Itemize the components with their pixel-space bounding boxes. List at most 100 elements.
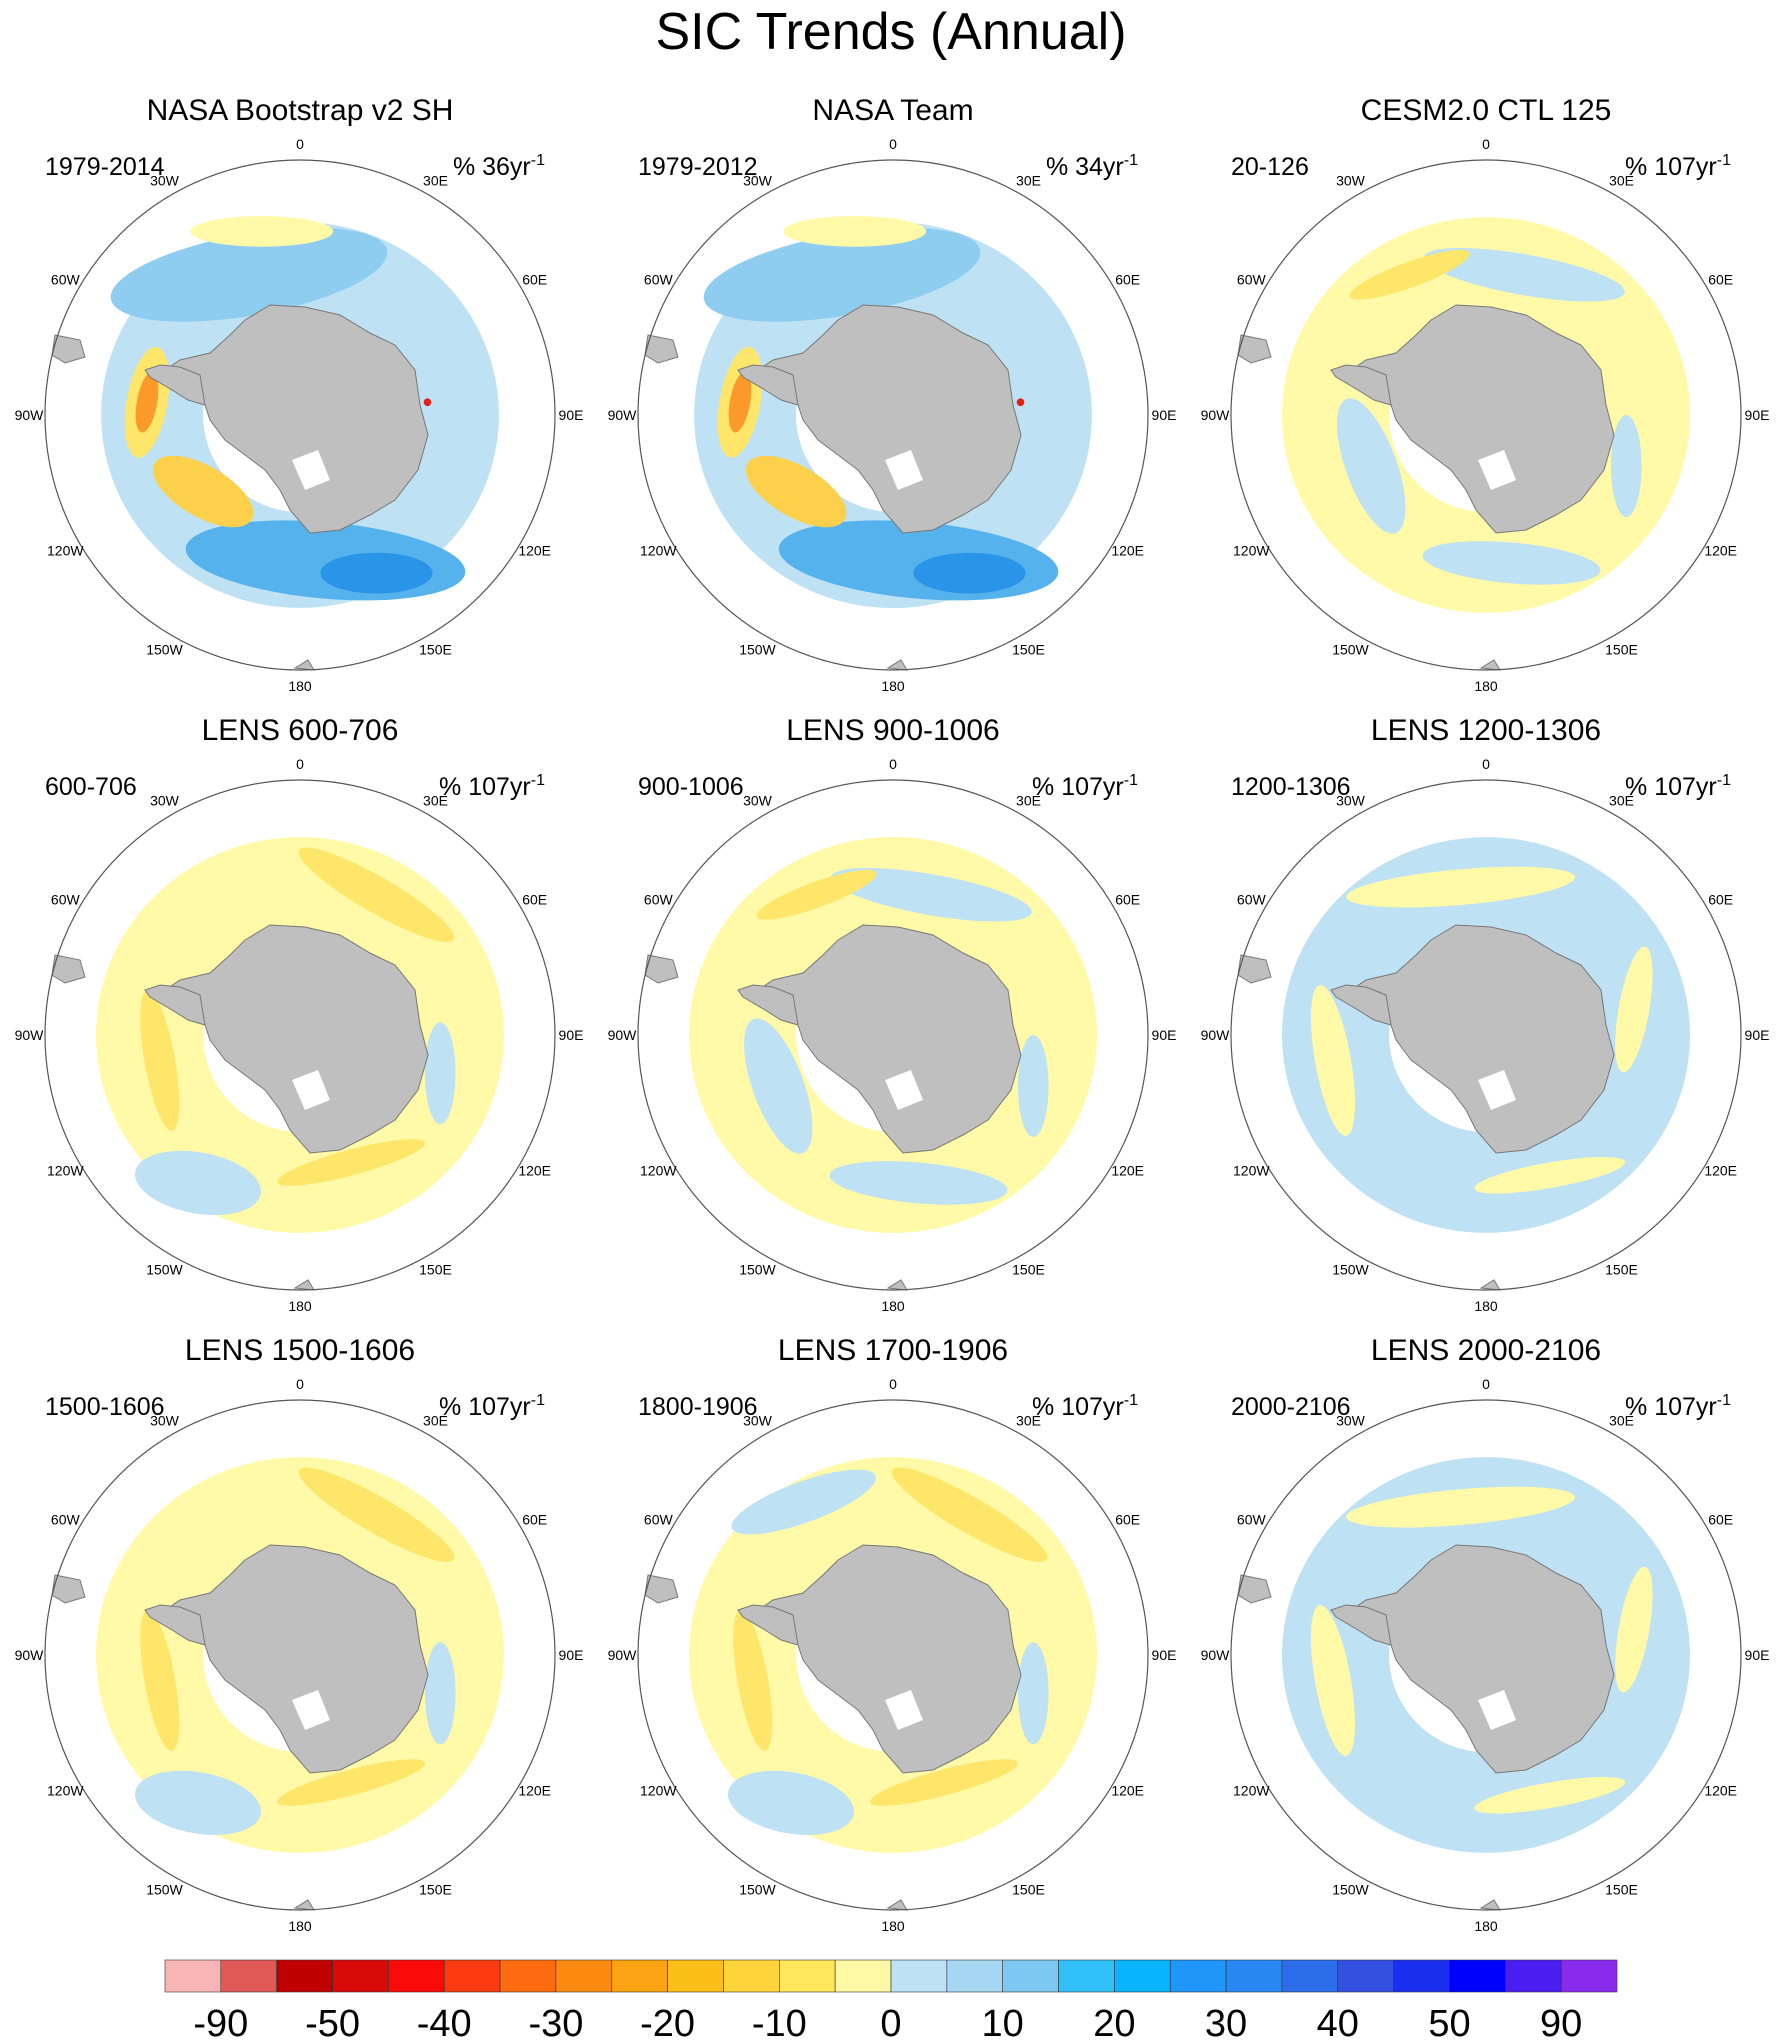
- trend-band-4: [1615, 946, 1653, 1073]
- longitude-label: 150E: [419, 642, 452, 658]
- panel-units-exponent: -1: [1124, 1392, 1138, 1409]
- longitude-label: 180: [1474, 1918, 1498, 1934]
- colorbar-swatch: [388, 1959, 445, 1993]
- trend-blob-blue-3: [1422, 541, 1601, 585]
- longitude-label: 180: [288, 678, 312, 694]
- trend-band-1: [756, 869, 877, 920]
- colorbar-swatch: [946, 1959, 1003, 1993]
- map-panel: LENS 900-1006 900-1006 % 107yr-1 0 30E 60E 90E…: [608, 714, 1177, 1314]
- trend-blob-north: [190, 216, 334, 247]
- map-panel: LENS 1700-1906 1800-1906 % 107yr-1 0 30E 60E 9…: [608, 1334, 1177, 1934]
- sea-ice-field: [1282, 837, 1690, 1233]
- longitude-label: 60W: [51, 892, 81, 908]
- longitude-label: 150W: [739, 1882, 776, 1898]
- antarctic-peninsula: [737, 984, 799, 1026]
- new-zealand-tip: [293, 1899, 315, 1911]
- longitude-label: 150E: [419, 1882, 452, 1898]
- colorbar-swatch: [1449, 1959, 1506, 1993]
- colorbar-swatch: [1114, 1959, 1171, 1993]
- longitude-label: 30W: [743, 172, 773, 188]
- trend-blob-blue-3: [731, 1469, 876, 1535]
- longitude-label: 120W: [47, 1163, 84, 1179]
- longitude-label: 60W: [644, 892, 674, 908]
- trend-band-2: [1310, 1605, 1356, 1756]
- longitude-label: 30E: [1016, 172, 1041, 188]
- sea-ice-field: [96, 1457, 504, 1853]
- trend-blob-blue-2: [744, 1018, 813, 1154]
- colorbar-label: -50: [305, 2003, 360, 2043]
- longitude-label: 60E: [1115, 892, 1140, 908]
- longitude-label: 60W: [1237, 272, 1267, 288]
- panel-period: 1500-1606: [45, 1393, 165, 1421]
- trend-blob-blue-4: [1610, 415, 1642, 517]
- panel-period: 20-126: [1231, 153, 1309, 181]
- trend-blob-blue-2: [424, 1642, 456, 1745]
- map-panel: CESM2.0 CTL 125 20-126 % 107yr-1 0 30E 60E 90E…: [1201, 94, 1770, 694]
- longitude-label: 90W: [15, 1647, 45, 1663]
- colorbar-swatch: [723, 1959, 780, 1993]
- ross-ice-shelf: [292, 1070, 330, 1110]
- trend-blob-peninsula: [135, 372, 159, 433]
- panel-units-base: % 107yr: [1625, 153, 1717, 181]
- trend-band-3: [277, 1759, 425, 1806]
- colorbar-swatch: [1002, 1959, 1059, 1993]
- trend-band-1: [298, 1467, 455, 1562]
- panel-units: % 107yr-1: [439, 772, 545, 801]
- trend-band-2: [140, 990, 180, 1131]
- new-zealand-tip: [293, 1279, 315, 1291]
- longitude-label: 120W: [640, 1163, 677, 1179]
- trend-band-3: [1474, 1776, 1626, 1814]
- longitude-label: 90E: [1745, 1027, 1770, 1043]
- longitude-label: 0: [889, 136, 897, 152]
- new-zealand-tip: [1479, 659, 1501, 671]
- new-zealand-tip: [886, 1279, 908, 1291]
- longitude-label: 120W: [47, 543, 84, 559]
- antarctic-peninsula: [144, 984, 206, 1026]
- panel-units: % 107yr-1: [1625, 152, 1731, 181]
- antarctic-peninsula: [737, 1604, 799, 1646]
- map-frame: [44, 159, 556, 671]
- panel-units-exponent: -1: [1124, 152, 1138, 169]
- longitude-label: 30E: [1609, 172, 1634, 188]
- colorbar-label: -40: [417, 2003, 472, 2043]
- panel-units-exponent: -1: [1717, 1392, 1731, 1409]
- longitude-label: 30W: [1336, 1412, 1366, 1428]
- longitude-label: 180: [881, 678, 905, 694]
- longitude-label: 150W: [146, 642, 183, 658]
- panel-units: % 34yr-1: [1046, 152, 1138, 181]
- panel-period: 1979-2014: [45, 153, 165, 181]
- panel-units-base: % 107yr: [439, 773, 531, 801]
- trend-blob-peninsula: [728, 372, 752, 433]
- longitude-label: 120W: [640, 1783, 677, 1799]
- trend-blob-ross-core: [913, 552, 1026, 594]
- ross-ice-shelf: [1478, 450, 1516, 490]
- colorbar-label: 10: [982, 2003, 1024, 2043]
- colorbar-label: 90: [1540, 2003, 1582, 2043]
- colorbar-swatch: [1281, 1959, 1339, 1993]
- longitude-label: 30E: [423, 172, 448, 188]
- longitude-label: 120E: [1111, 1163, 1144, 1179]
- longitude-label: 150E: [419, 1262, 452, 1278]
- longitude-label: 30E: [1016, 792, 1041, 808]
- colorbar-swatch: [667, 1959, 724, 1993]
- colorbar: -90 -50 -40 -30 -20 -10 0 10 20 30 40 50 90: [164, 1959, 1618, 2043]
- trend-blob-blue-1: [727, 1770, 855, 1836]
- new-zealand-tip: [886, 659, 908, 671]
- longitude-label: 30W: [150, 172, 180, 188]
- longitude-label: 30W: [743, 1412, 773, 1428]
- map-panel: LENS 2000-2106 2000-2106 % 107yr-1 0 30E 60E 9…: [1201, 1334, 1770, 1934]
- trend-band-1: [1346, 1486, 1575, 1528]
- longitude-label: 60E: [522, 1512, 547, 1528]
- panel-units-exponent: -1: [531, 152, 545, 169]
- panel-title: NASA Team: [812, 94, 973, 127]
- panel-units-base: % 36yr: [453, 153, 531, 181]
- colorbar-swatch: [555, 1959, 613, 1993]
- panel-units-base: % 34yr: [1046, 153, 1124, 181]
- map-panel: LENS 1500-1606 1500-1606 % 107yr-1 0 30E 60E 9…: [15, 1334, 584, 1934]
- longitude-label: 90W: [608, 1647, 638, 1663]
- colorbar-swatch: [276, 1959, 333, 1993]
- map-panel: LENS 600-706 600-706 % 107yr-1 0 30E 60E 90E 12…: [15, 714, 584, 1314]
- panel-period: 1979-2012: [638, 153, 758, 181]
- colorbar-swatch: [1393, 1959, 1450, 1993]
- trend-blob-east: [1016, 398, 1025, 407]
